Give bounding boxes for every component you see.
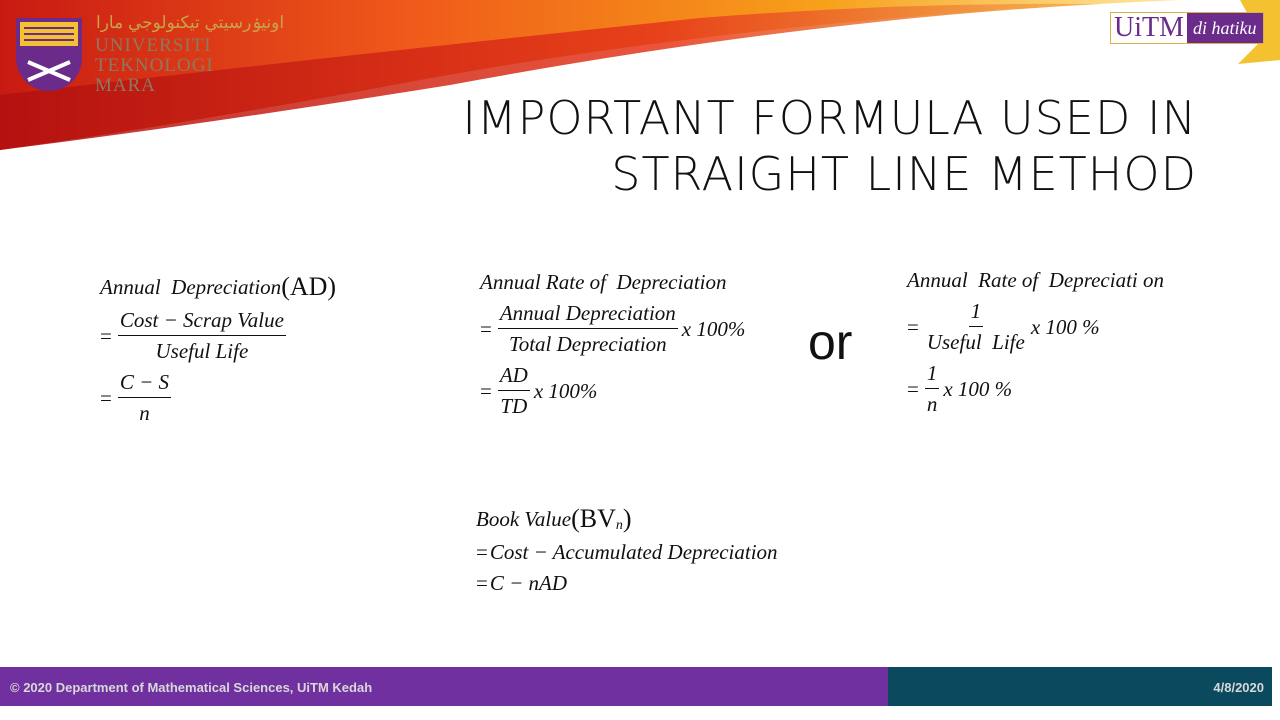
step-text: Cost − Accumulated Depreciation xyxy=(489,540,778,564)
badge-tagline: di hatiku xyxy=(1187,13,1263,43)
formula-step: = Cost − Accumulated Depreciation xyxy=(476,540,778,565)
formula-step: = C − S n xyxy=(100,370,336,426)
footer-text: © 2020 Department of Mathematical Scienc… xyxy=(10,680,373,695)
numerator: C − S xyxy=(117,370,172,398)
suffix: x 100% xyxy=(533,378,598,403)
formula-heading: Annual Rate of Depreciation xyxy=(480,270,745,295)
logo-line: MARA xyxy=(95,75,157,96)
heading-suffix: (BV xyxy=(571,504,616,533)
formula-heading: Annual Rate of Depreciati on xyxy=(907,268,1164,293)
logo-line: UNIVERSITI xyxy=(95,35,212,56)
formula-step: = 1 Useful Life x 100 % xyxy=(907,299,1164,355)
heading-text: Annual Rate of Depreciation xyxy=(480,270,727,294)
denominator: n xyxy=(926,392,938,416)
equals: = xyxy=(907,376,919,401)
formula-step: = Annual Depreciation Total Depreciation x … xyxy=(480,301,745,357)
formula: Annual Rate of Depreciati on = 1 Useful Lif… xyxy=(907,268,1164,423)
connector: or xyxy=(808,314,853,370)
heading-subscript: n xyxy=(615,518,623,533)
equals: = xyxy=(907,314,919,339)
heading-text: Book Value xyxy=(476,506,572,531)
title-line: STRAIGHT LINE METHOD xyxy=(611,147,1197,201)
formula: Book Value (BV n) = Cost − Accumulated Depre… xyxy=(476,504,778,602)
title-line: IMPORTANT FORMULA USED IN xyxy=(462,91,1197,145)
equals: = xyxy=(476,571,488,595)
denominator: Total Depreciation xyxy=(508,332,667,356)
numerator: Cost − Scrap Value xyxy=(117,308,286,336)
numerator: 1 xyxy=(968,299,984,327)
formula: Annual Depreciation (AD) = Cost − Scrap Val… xyxy=(100,272,336,432)
formula-heading: Book Value (BV n) xyxy=(476,504,778,534)
slide-title: IMPORTANT FORMULA USED IN STRAIGHT LINE … xyxy=(462,90,1197,202)
fraction: C − S n xyxy=(117,370,172,426)
logo-wordmark: UNIVERSITI TEKNOLOGI MARA xyxy=(95,36,214,96)
formula-heading: Annual Depreciation (AD) xyxy=(100,272,336,302)
equals: = xyxy=(476,540,488,564)
formula-step: = AD TD x 100% xyxy=(480,363,745,419)
equals: = xyxy=(100,385,112,410)
denominator: Useful Life xyxy=(155,339,249,363)
numerator: 1 xyxy=(924,361,940,389)
logo-line: TEKNOLOGI xyxy=(95,55,214,76)
step-text: C − nAD xyxy=(489,571,568,595)
logo-jawi: اونيۏرسيتي تيكنولوجي مارا xyxy=(96,13,285,32)
formula-step: = Cost − Scrap Value Useful Life xyxy=(100,308,336,364)
formula: Annual Rate of Depreciation = Annual Depre… xyxy=(480,270,745,425)
footer-date: 4/8/2020 xyxy=(1213,680,1264,695)
formula-step: = C − nAD xyxy=(476,571,778,596)
heading-text: Annual Depreciation xyxy=(100,274,282,299)
badge: UiTM di hatiku xyxy=(1110,12,1264,44)
fraction: Annual Depreciation Total Depreciation xyxy=(497,301,678,357)
heading-close: ) xyxy=(622,504,632,533)
fraction: AD TD xyxy=(497,363,530,419)
numerator: Annual Depreciation xyxy=(497,301,678,329)
denominator: Useful Life xyxy=(926,330,1025,354)
heading-suffix: (AD) xyxy=(281,272,337,301)
denominator: n xyxy=(139,401,150,425)
numerator: AD xyxy=(497,363,530,391)
suffix: x 100% xyxy=(681,316,746,341)
footer-bar xyxy=(0,667,888,706)
formula-step: = 1 n x 100 % xyxy=(907,361,1164,417)
denominator: TD xyxy=(500,394,528,418)
footer-bar xyxy=(888,667,1272,706)
heading-text: Annual Rate of Depreciati on xyxy=(907,268,1165,292)
equals: = xyxy=(480,316,492,341)
fraction: 1 Useful Life xyxy=(925,299,1027,355)
logo-emblem xyxy=(16,18,82,91)
suffix: x 100 % xyxy=(1030,314,1100,339)
equals: = xyxy=(480,378,492,403)
badge-brand: UiTM xyxy=(1114,12,1184,43)
equals: = xyxy=(100,323,112,348)
fraction: Cost − Scrap Value Useful Life xyxy=(117,308,286,364)
suffix: x 100 % xyxy=(943,376,1013,401)
